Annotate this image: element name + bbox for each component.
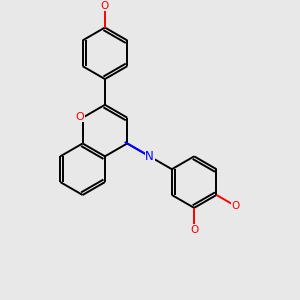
Text: O: O xyxy=(101,1,109,10)
Text: O: O xyxy=(231,201,240,211)
Text: N: N xyxy=(145,150,154,163)
Text: O: O xyxy=(190,225,198,235)
Text: O: O xyxy=(75,112,84,122)
